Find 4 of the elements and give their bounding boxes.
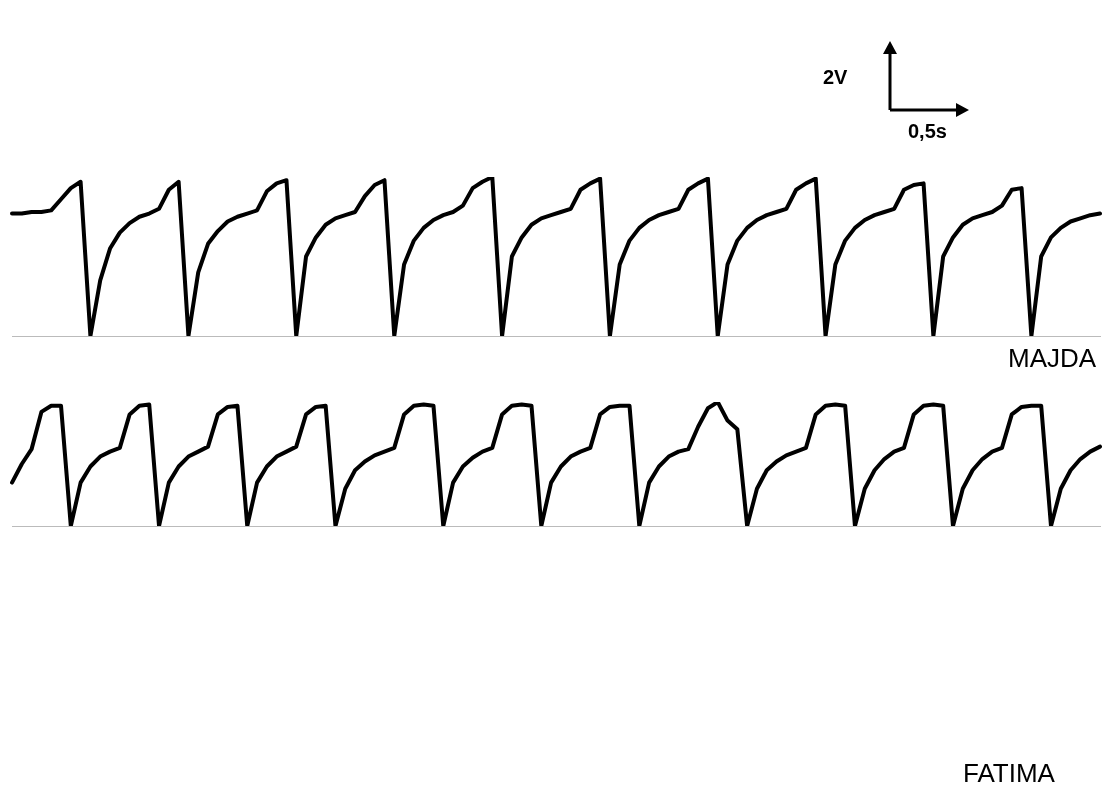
text: 2V: [823, 66, 848, 89]
text: 0,5s: [908, 120, 947, 143]
text: FATIMA: [963, 758, 1055, 789]
series-label: MAJDA: [1008, 343, 1097, 374]
